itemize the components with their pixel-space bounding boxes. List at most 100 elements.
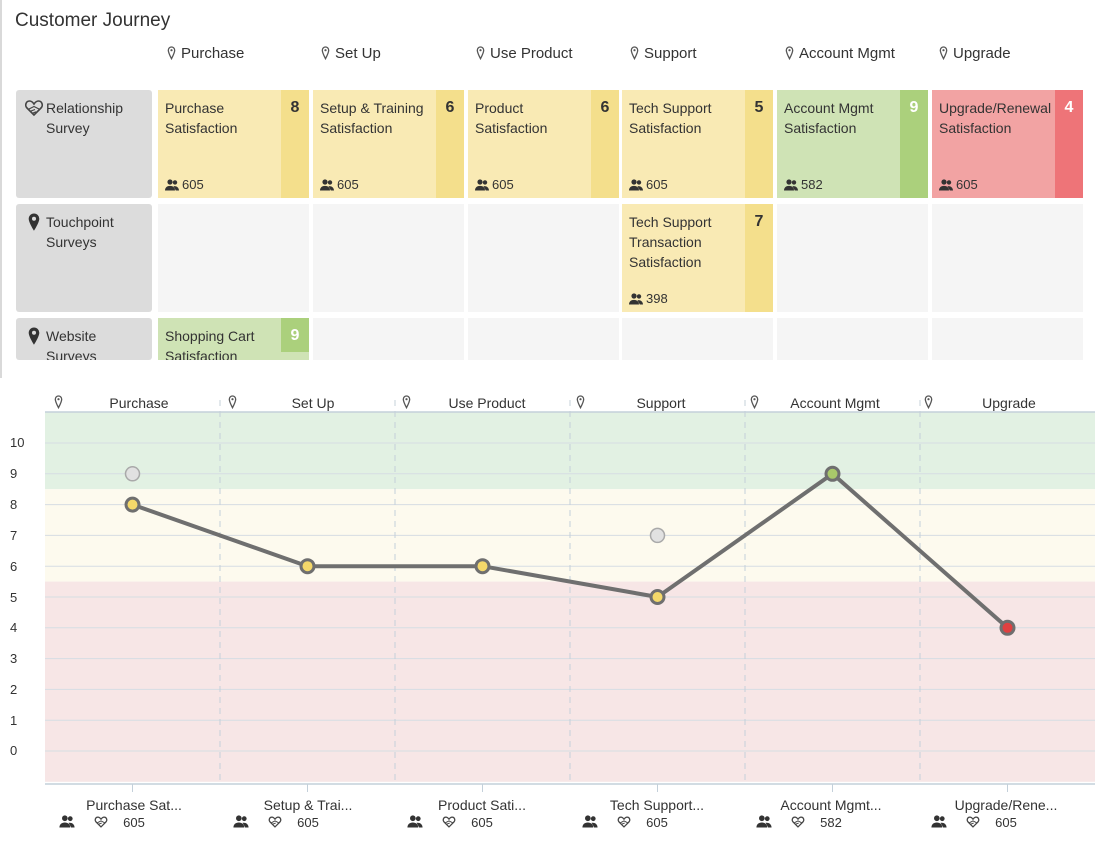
map-pin-icon	[228, 395, 237, 409]
chart-canvas	[45, 400, 1095, 792]
y-tick-label: 8	[10, 497, 18, 512]
heart-hand-icon	[442, 816, 456, 828]
survey-card[interactable]: Upgrade/Renewal Satisfaction 4 605	[932, 90, 1083, 198]
survey-card-score: 6	[591, 90, 619, 198]
grid-cell-relationship-use-product[interactable]: Product Satisfaction 6 605	[468, 90, 619, 198]
people-icon	[784, 179, 798, 191]
stage-header-upgrade: Upgrade	[939, 45, 1011, 62]
satisfaction-line-chart: Purchase Set Up Use Product Support Acco…	[0, 378, 1095, 844]
survey-card[interactable]: Tech Support Transaction Satisfaction 7 …	[622, 204, 773, 312]
survey-card-score: 9	[281, 318, 309, 352]
x-category-count: 605	[407, 815, 557, 830]
survey-card-score: 9	[900, 90, 928, 198]
people-icon	[931, 815, 947, 828]
grid-cell-relationship-support[interactable]: Tech Support Satisfaction 5 605	[622, 90, 773, 198]
heart-hand-icon	[791, 816, 805, 828]
respondent-count: 605	[475, 177, 514, 192]
stage-header-use-product: Use Product	[476, 45, 573, 62]
respondent-count: 582	[784, 177, 823, 192]
stage-header-account-mgmt: Account Mgmt	[785, 45, 895, 62]
heart-hand-icon	[94, 816, 108, 828]
chart-stage-header: Use Product	[402, 395, 572, 411]
x-category-label[interactable]: Tech Support...	[609, 797, 705, 813]
x-category-label[interactable]: Product Sati...	[438, 797, 526, 813]
touchpoint-marker	[649, 527, 666, 544]
grid-cell-empty	[468, 204, 619, 312]
map-pin-icon	[321, 46, 330, 60]
survey-card[interactable]: Purchase Satisfaction 8 605	[158, 90, 309, 198]
survey-card-label: Product Satisfaction	[475, 100, 548, 136]
grid-cell-relationship-upgrade[interactable]: Upgrade/Renewal Satisfaction 4 605	[932, 90, 1083, 198]
row-header-website-surveys[interactable]: Website Surveys	[16, 318, 152, 360]
stage-header-set-up: Set Up	[321, 45, 381, 62]
survey-card-score: 7	[745, 204, 773, 312]
grid-cell-empty	[468, 318, 619, 360]
x-category-label[interactable]: Upgrade/Rene...	[954, 797, 1058, 813]
heart-hand-icon	[966, 816, 980, 828]
row-header-touchpoint-surveys[interactable]: Touchpoint Surveys	[16, 204, 152, 312]
row-header-label: Website Surveys	[46, 328, 97, 360]
map-pin-icon	[28, 327, 40, 345]
heart-hand-icon	[268, 816, 282, 828]
survey-card[interactable]: Setup & Training Satisfaction 6 605	[313, 90, 464, 198]
survey-card-score: 4	[1055, 90, 1083, 198]
respondent-count: 605	[320, 177, 359, 192]
x-category-count: 605	[233, 815, 383, 830]
data-point	[999, 619, 1016, 636]
y-tick-label: 10	[10, 435, 25, 450]
stage-header-purchase: Purchase	[167, 45, 244, 62]
grid-cell-website-purchase[interactable]: Shopping Cart Satisfaction 9	[158, 318, 309, 360]
survey-card-label: Purchase Satisfaction	[165, 100, 238, 136]
survey-card-score: 6	[436, 90, 464, 198]
grid-cell-relationship-purchase[interactable]: Purchase Satisfaction 8 605	[158, 90, 309, 198]
grid-cell-empty	[158, 204, 309, 312]
respondent-count: 605	[629, 177, 668, 192]
y-tick-label: 2	[10, 682, 18, 697]
respondent-count: 605	[165, 177, 204, 192]
heart-hand-icon	[617, 816, 631, 828]
chart-stage-header: Purchase	[54, 395, 224, 411]
grid-cell-empty	[313, 204, 464, 312]
survey-card-label: Tech Support Satisfaction	[629, 100, 712, 136]
y-tick-label: 7	[10, 528, 18, 543]
touchpoint-marker	[124, 466, 141, 482]
y-tick-label: 9	[10, 466, 18, 481]
survey-card-label: Tech Support Transaction Satisfaction	[629, 214, 712, 270]
grid-cell-empty	[313, 318, 464, 360]
survey-card-score: 5	[745, 90, 773, 198]
survey-card[interactable]: Shopping Cart Satisfaction 9	[158, 318, 309, 360]
people-icon	[629, 293, 643, 305]
data-point	[824, 465, 841, 482]
chart-stage-header: Support	[576, 395, 746, 411]
x-category-label[interactable]: Purchase Sat...	[86, 797, 182, 813]
map-pin-icon	[476, 46, 485, 60]
y-tick-label: 3	[10, 651, 18, 666]
map-pin-icon	[630, 46, 639, 60]
data-point	[299, 558, 316, 575]
people-icon	[756, 815, 772, 828]
people-icon	[629, 179, 643, 191]
survey-card[interactable]: Product Satisfaction 6 605	[468, 90, 619, 198]
y-tick-label: 4	[10, 620, 18, 635]
map-pin-icon	[924, 395, 933, 409]
people-icon	[939, 179, 953, 191]
x-category-label[interactable]: Account Mgmt...	[780, 797, 882, 813]
grid-cell-empty	[932, 318, 1083, 360]
y-tick-label: 0	[10, 743, 18, 758]
row-header-relationship-survey[interactable]: Relationship Survey	[16, 90, 152, 198]
grid-cell-empty	[622, 318, 773, 360]
survey-card-label: Account Mgmt Satisfaction	[784, 100, 874, 136]
survey-card[interactable]: Tech Support Satisfaction 5 605	[622, 90, 773, 198]
journey-grid-panel: Customer Journey Purchase Set Up Use Pro…	[0, 0, 1095, 378]
map-pin-icon	[402, 395, 411, 409]
survey-card[interactable]: Account Mgmt Satisfaction 9 582	[777, 90, 928, 198]
page-title: Customer Journey	[15, 10, 171, 31]
grid-cell-relationship-account-mgmt[interactable]: Account Mgmt Satisfaction 9 582	[777, 90, 928, 198]
x-category-label[interactable]: Setup & Trai...	[263, 797, 353, 813]
map-pin-icon	[576, 395, 585, 409]
grid-cell-relationship-set-up[interactable]: Setup & Training Satisfaction 6 605	[313, 90, 464, 198]
grid-cell-touchpoint-support[interactable]: Tech Support Transaction Satisfaction 7 …	[622, 204, 773, 312]
survey-card-label: Shopping Cart Satisfaction	[165, 328, 255, 360]
people-icon	[407, 815, 423, 828]
chart-stage-header: Account Mgmt	[750, 395, 920, 411]
